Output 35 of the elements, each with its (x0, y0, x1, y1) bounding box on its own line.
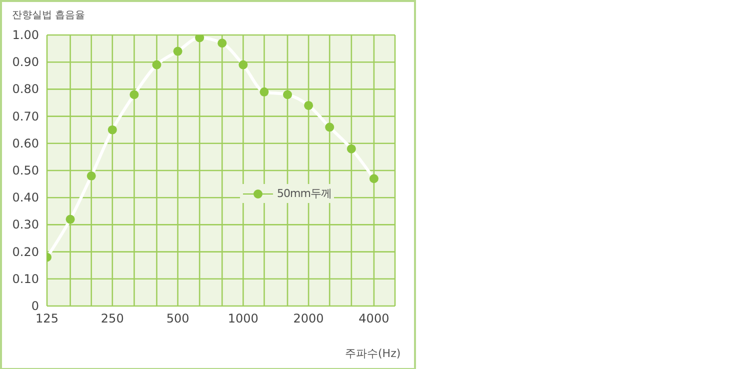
y-tick-label: 0.30 (12, 218, 39, 232)
point (238, 60, 248, 70)
x-axis-title: 주파수(Hz) (345, 346, 401, 361)
point (283, 90, 292, 100)
point (218, 38, 227, 48)
x-tick-label: 4000 (358, 312, 390, 326)
point (260, 87, 269, 96)
x-tick-label: 500 (166, 312, 190, 326)
y-tick-label: 0.80 (12, 82, 39, 96)
point (66, 214, 75, 224)
y-tick-label: 0 (31, 299, 39, 313)
x-tick-label: 125 (36, 312, 58, 326)
x-tick-label: 250 (100, 312, 124, 326)
y-tick-label: 0.10 (12, 272, 39, 286)
legend-label: 50mm두께 (277, 186, 332, 201)
y-tick-label: 0.60 (12, 136, 39, 150)
x-tick-label: 2000 (293, 312, 324, 326)
point (152, 60, 162, 70)
point (346, 144, 356, 154)
y-tick-label: 0.50 (12, 164, 39, 178)
point (369, 174, 378, 184)
point (86, 171, 96, 180)
point (130, 90, 139, 100)
y-tick-label: 1.00 (12, 28, 39, 42)
point (173, 46, 182, 56)
y-tick-label: 0.90 (12, 55, 39, 70)
point (195, 35, 204, 42)
y-axis-title: 잔향실법 흡음율 (12, 9, 86, 22)
y-tick-label: 0.40 (12, 190, 39, 205)
point (108, 125, 117, 134)
point (304, 100, 314, 110)
point (325, 122, 334, 132)
y-tick-label: 0.20 (12, 244, 39, 259)
x-tick-label: 1000 (228, 312, 258, 326)
y-tick-label: 0.70 (12, 109, 39, 124)
